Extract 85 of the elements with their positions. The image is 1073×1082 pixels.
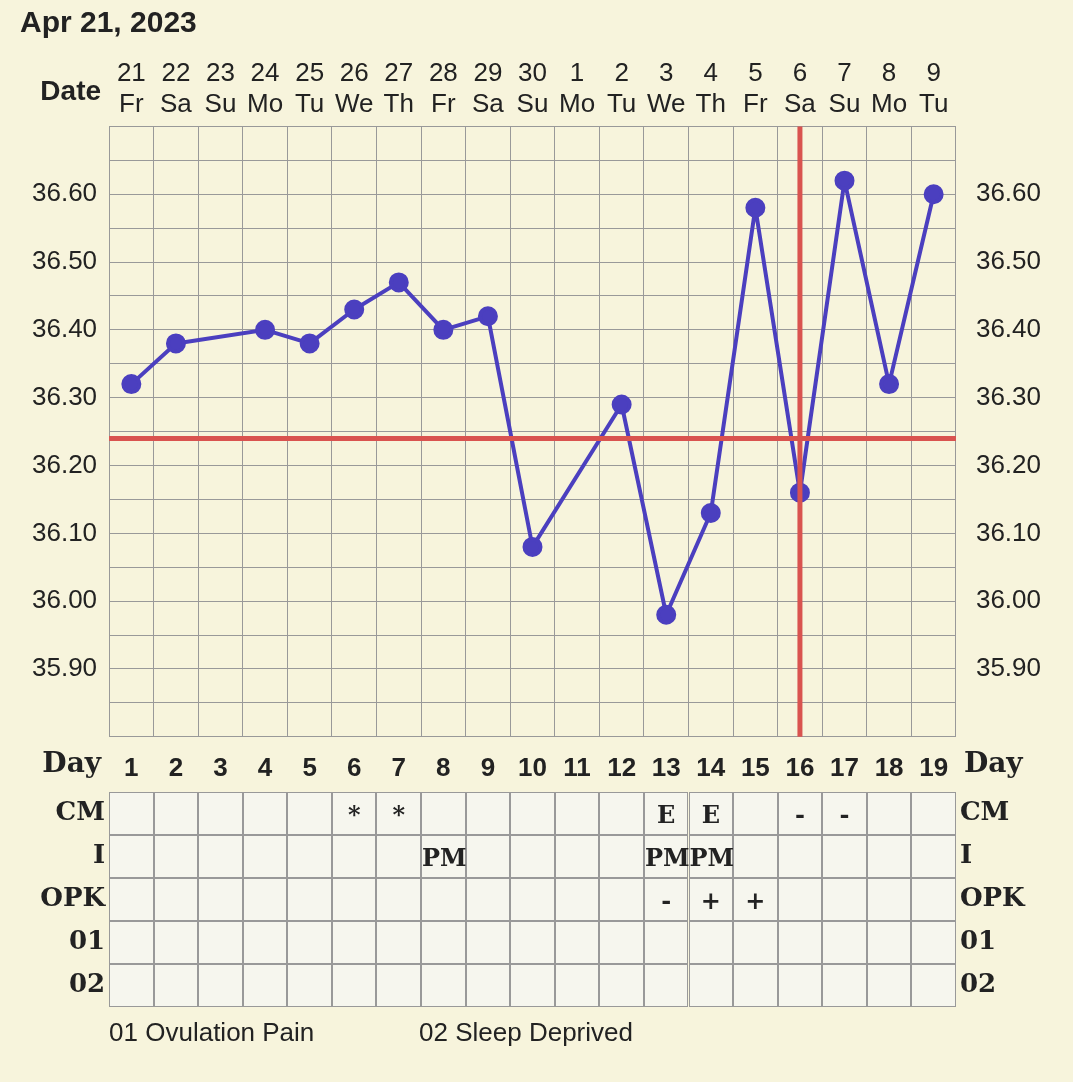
text: -: [661, 886, 672, 915]
text: Day: [42, 745, 102, 779]
x-tick-label: 22 Sa: [160, 56, 193, 118]
point: [879, 374, 900, 395]
y-tick-label: 01: [959, 925, 997, 955]
text: +: [745, 886, 766, 915]
text: PM: [422, 843, 467, 872]
text: -: [839, 800, 850, 829]
x-tick-label: 29 Sa: [472, 56, 505, 118]
x2-tick-label: 17: [830, 751, 859, 782]
y-tick-label: OPK: [959, 882, 1025, 912]
x2-tick-label: 14: [696, 751, 726, 782]
point: [700, 502, 721, 523]
point: [344, 299, 365, 320]
y-tick-label: 35.90: [31, 652, 98, 683]
x-tick-label: 21 Fr: [116, 56, 146, 118]
x2-tick-label: 2: [168, 751, 184, 782]
x2-tick-label: 1: [124, 751, 139, 782]
x-tick-label: 5 Fr: [743, 56, 768, 118]
x2-tick-label: 12: [607, 751, 637, 782]
x2-tick-label: 18: [874, 751, 904, 782]
x-tick-label: 4 Th: [695, 56, 726, 118]
x-tick-label: 1 Mo: [559, 56, 596, 118]
x2-tick-label: 19: [919, 751, 949, 782]
point: [433, 319, 454, 340]
x2-tick-label: 5: [302, 751, 317, 782]
text: 01 Ovulation Pain: [109, 1017, 315, 1048]
x-tick-label: 7 Su: [828, 56, 861, 118]
y-tick-label: 02: [959, 968, 997, 998]
y-tick-label: 36.50: [31, 245, 98, 276]
x2-tick-label: 13: [651, 751, 681, 782]
text: E: [657, 800, 676, 829]
point: [923, 184, 944, 205]
x2-tick-label: 3: [213, 751, 228, 782]
x-tick-label: 9 Tu: [918, 56, 949, 118]
text: PM: [689, 843, 735, 872]
text: E: [701, 800, 720, 829]
x-tick-label: 25 Tu: [294, 56, 325, 118]
point: [611, 394, 632, 415]
text: PM: [644, 843, 690, 872]
y-tick-label: 36.40: [31, 313, 98, 344]
y-tick-label: 36.10: [31, 516, 98, 547]
point: [745, 197, 766, 218]
point: [522, 536, 543, 557]
x2-axis-title: Day: [963, 745, 1024, 779]
x2-tick-label: 8: [436, 751, 451, 782]
text: 02 Sleep Deprived: [419, 1017, 633, 1048]
x-tick-label: 30 Su: [516, 56, 549, 118]
x2-tick-label: 10: [518, 751, 547, 782]
point: [255, 319, 276, 340]
y-tick-label: 36.30: [31, 380, 98, 411]
x2-tick-label: 11: [563, 751, 591, 782]
y-tick-label: 36.60: [31, 177, 98, 208]
y-tick-label: 36.00: [31, 584, 98, 615]
x-tick-label: 8 Mo: [871, 56, 908, 118]
point: [121, 374, 142, 395]
x-tick-label: 3 We: [646, 56, 686, 118]
y-tick-label: CM: [959, 796, 1010, 826]
point: [834, 170, 855, 191]
point: [165, 333, 186, 354]
point: [388, 272, 409, 293]
text: -: [794, 800, 805, 829]
x2-tick-label: 15: [740, 751, 770, 782]
point: [299, 333, 320, 354]
x-tick-label: 28 Fr: [428, 56, 458, 118]
text: *: [392, 800, 406, 829]
x2-tick-label: 16: [785, 751, 815, 782]
y-tick-label: 36.20: [31, 448, 98, 479]
x-tick-label: 6 Sa: [784, 56, 817, 118]
point: [656, 604, 677, 625]
x-tick-label: 23 Su: [204, 56, 237, 118]
text: *: [347, 800, 361, 829]
x2-tick-label: 4: [257, 751, 273, 782]
point: [477, 306, 498, 327]
text: +: [700, 886, 721, 915]
y-tick-label: I: [959, 839, 973, 869]
x-tick-label: 24 Mo: [247, 56, 284, 118]
x-axis-title: Date: [40, 74, 102, 106]
x-tick-label: 26 We: [334, 56, 374, 118]
x2-tick-label: 7: [391, 751, 407, 782]
x-tick-label: 2 Tu: [606, 56, 637, 118]
x2-tick-label: 9: [480, 751, 496, 782]
x2-tick-label: 6: [346, 751, 362, 782]
x-tick-label: 27 Th: [383, 56, 414, 118]
chart-title: Apr 21, 2023: [20, 5, 197, 39]
